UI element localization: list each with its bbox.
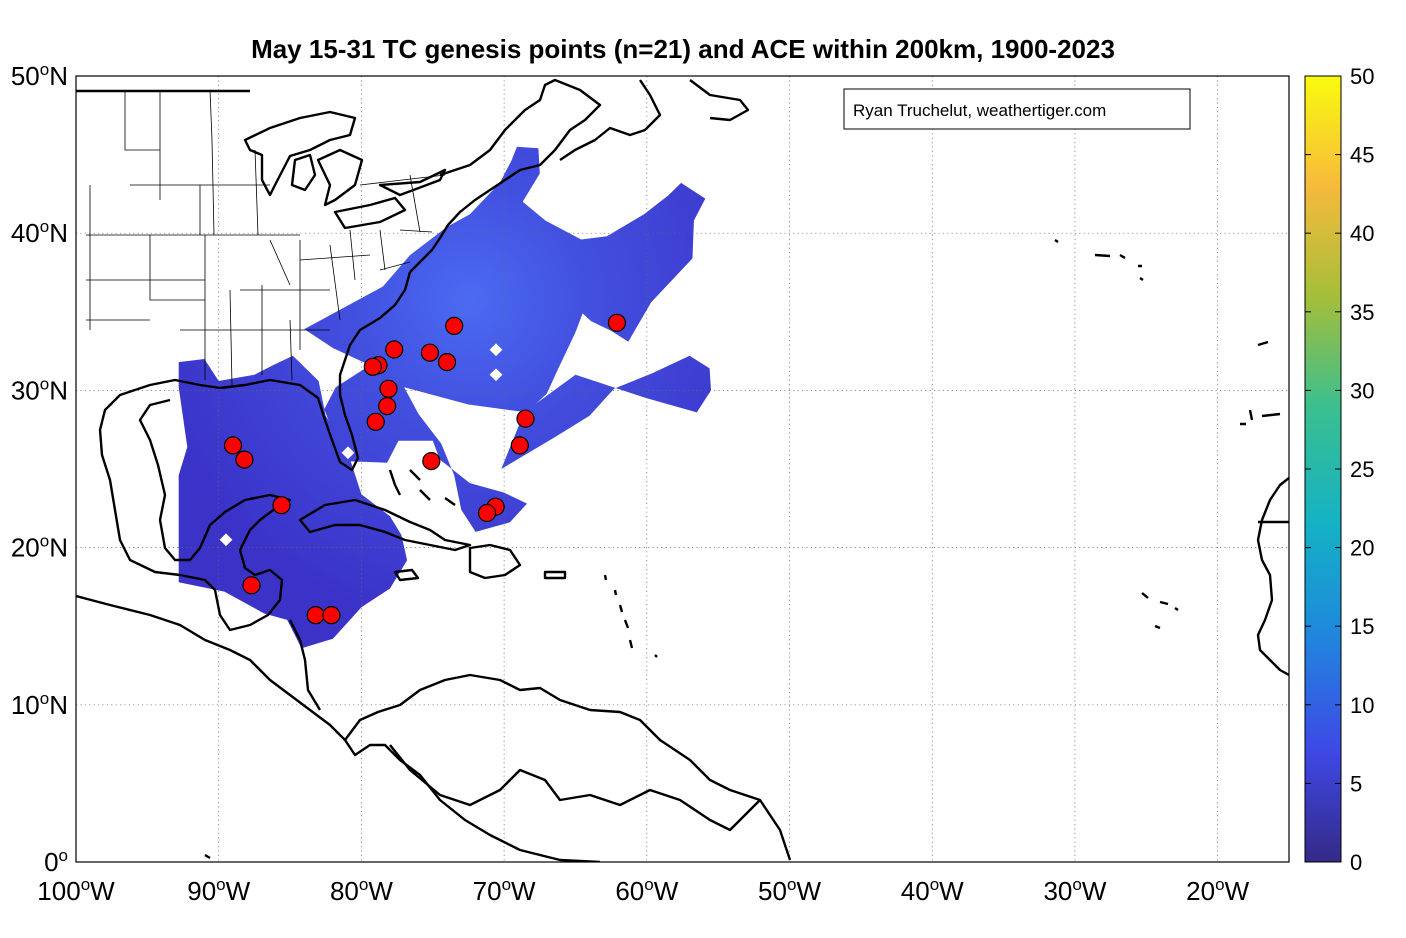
ace-region-gulf-caribbean [178, 355, 408, 649]
lat-tick-label: 10oN [11, 689, 68, 720]
genesis-point [477, 503, 497, 523]
coastlines [76, 78, 1289, 862]
lon-tick-label: 50oW [758, 875, 821, 906]
genesis-point [366, 412, 385, 431]
genesis-point [516, 409, 535, 428]
map-title: May 15-31 TC genesis points (n=21) and A… [251, 34, 1115, 64]
colorbar-tick-label: 30 [1350, 378, 1374, 403]
colorbar-tick-label: 0 [1350, 850, 1362, 875]
colorbar: 0 5 10 15 20 25 30 35 40 45 50 [1304, 64, 1374, 875]
lon-tick-label: 20oW [1186, 875, 1249, 906]
genesis-point [223, 436, 243, 455]
lon-tick-label: 90oW [187, 875, 250, 906]
lat-tick-label: 50oN [11, 60, 68, 91]
map-frame [75, 75, 1290, 863]
lon-tick-label: 80oW [330, 875, 393, 906]
latitude-tick-labels: 0o 10oN 20oN 30oN 40oN 50oN [11, 60, 68, 877]
genesis-point [437, 353, 457, 372]
credit-text: Ryan Truchelut, weathertiger.com [853, 101, 1106, 120]
state-borders [86, 89, 446, 386]
genesis-point [510, 436, 529, 455]
genesis-point [242, 576, 261, 595]
genesis-point [306, 606, 325, 625]
colorbar-tick-label: 45 [1350, 143, 1374, 168]
genesis-point [235, 450, 254, 469]
colorbar-tick-label: 50 [1350, 64, 1374, 89]
ace-region-atlantic-coast [304, 146, 706, 532]
lon-tick-label: 100oW [37, 875, 115, 906]
lat-tick-label: 40oN [11, 217, 68, 248]
genesis-point [378, 397, 397, 416]
colorbar-tick-label: 35 [1350, 300, 1374, 325]
colorbar-tick-label: 40 [1350, 221, 1374, 246]
lat-tick-label: 20oN [11, 532, 68, 563]
credit-box: Ryan Truchelut, weathertiger.com [843, 88, 1191, 130]
genesis-point [379, 379, 398, 398]
colorbar-tick-label: 15 [1350, 614, 1374, 639]
ace-shading-layer [178, 146, 711, 649]
genesis-point [422, 452, 441, 471]
genesis-point [385, 340, 404, 359]
longitude-tick-labels: 100oW 90oW 80oW 70oW 60oW 50oW 40oW 30oW 20oW [37, 875, 1249, 906]
genesis-point [363, 357, 382, 376]
colorbar-tick-label: 25 [1350, 457, 1374, 482]
genesis-point [272, 496, 291, 515]
genesis-points [223, 313, 627, 625]
lat-tick-label: 0o [44, 846, 68, 877]
genesis-point [322, 606, 341, 625]
genesis-point [445, 316, 464, 335]
colorbar-tick-label: 20 [1350, 536, 1374, 561]
colorbar-tick-label: 10 [1350, 693, 1374, 718]
lon-tick-label: 60oW [615, 875, 678, 906]
ace-region-eastern-arm [501, 355, 711, 469]
lat-tick-label: 30oN [11, 374, 68, 405]
lon-tick-label: 30oW [1043, 875, 1106, 906]
genesis-point [607, 313, 627, 332]
colorbar-tick-labels: 0 5 10 15 20 25 30 35 40 45 50 [1305, 64, 1374, 875]
no-data-markers [219, 343, 503, 547]
lon-tick-label: 40oW [901, 875, 964, 906]
genesis-point [420, 343, 439, 362]
colorbar-tick-label: 5 [1350, 771, 1362, 796]
lon-tick-label: 70oW [473, 875, 536, 906]
